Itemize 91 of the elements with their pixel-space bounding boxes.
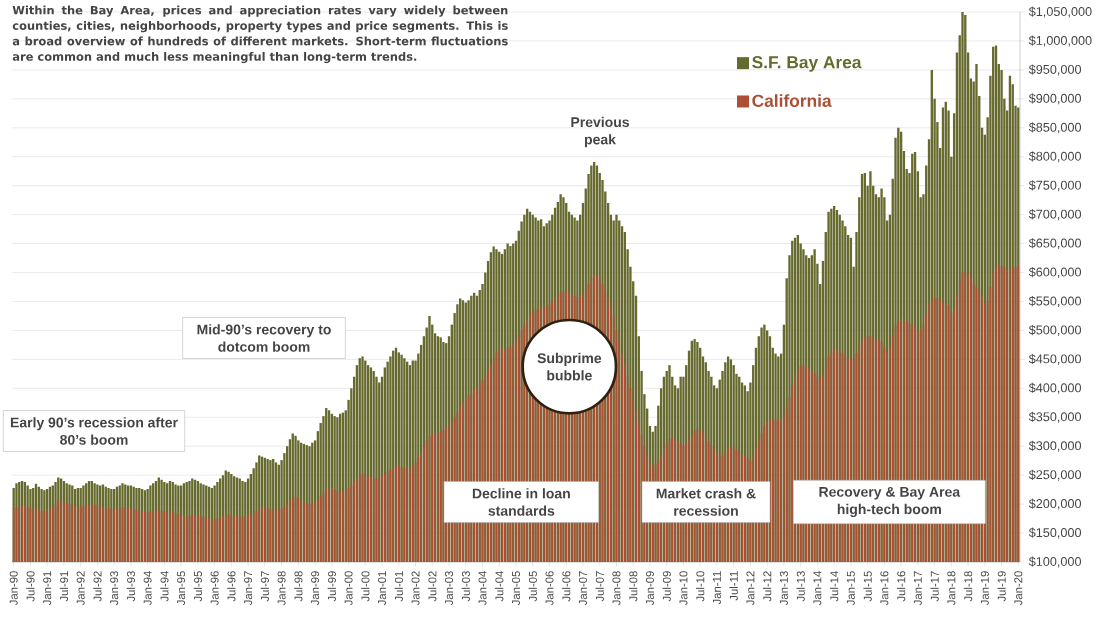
x-tick-label: Jul-91 (59, 571, 69, 602)
y-tick-label: $500,000 (1028, 324, 1082, 336)
x-tick-label: Jul-10 (696, 571, 705, 602)
x-tick-label: Jul-98 (294, 571, 303, 602)
x-tick-label: Jan-93 (110, 571, 119, 606)
x-tick-label: Jul-07 (595, 571, 604, 602)
y-tick-label: $550,000 (1028, 295, 1082, 307)
x-tick-label: Jan-98 (277, 571, 286, 606)
y-tick-label: $850,000 (1028, 122, 1082, 134)
x-tick-label: Jan-94 (143, 571, 152, 606)
x-tick-label: Jul-99 (327, 571, 336, 602)
y-tick-label: $400,000 (1028, 382, 1082, 394)
x-tick-label: Jul-08 (629, 571, 638, 602)
annotation: Within the Bay Area, prices and appreciation rates vary widely between counties, cities, neighborhoods, property types and price segments. This is a broad overview of hundreds of different markets. Short-term fluctuations are common and much less meaningful than long-term trends. (12, 5, 508, 64)
y-tick-label: $950,000 (1028, 64, 1082, 76)
annotation: Subprime bubble (537, 352, 602, 381)
x-tick-label: Jul-97 (260, 571, 269, 602)
x-tick-label: Jan-92 (76, 571, 85, 606)
x-tick-label: Jan-12 (746, 571, 755, 606)
x-tick-label: Jan-04 (478, 571, 487, 606)
x-tick-label: Jan-08 (612, 571, 621, 606)
y-tick-label: $250,000 (1028, 469, 1082, 481)
legend-label: California (752, 94, 832, 107)
y-tick-label: $300,000 (1028, 440, 1082, 452)
y-tick-label: $350,000 (1028, 411, 1082, 423)
y-tick-label: $200,000 (1028, 498, 1082, 510)
x-tick-label: Jul-09 (662, 571, 671, 602)
x-tick-label: Jan-20 (1014, 571, 1023, 606)
x-tick-label: Jan-99 (311, 571, 320, 606)
y-tick-label: $600,000 (1028, 267, 1082, 279)
x-tick-label: Jul-17 (930, 571, 939, 602)
x-tick-label: Jan-05 (512, 571, 521, 606)
x-tick-label: Jul-16 (896, 571, 906, 602)
annotation: Market crash & recession (656, 488, 756, 516)
x-tick-label: Jul-94 (160, 571, 169, 602)
x-tick-label: Jul-15 (863, 571, 872, 602)
x-tick-label: Jan-18 (947, 571, 956, 606)
y-tick-label: $900,000 (1028, 93, 1082, 105)
annotation: Mid-90’s recovery to dotcom boom (197, 324, 331, 352)
x-tick-label: Jan-01 (378, 571, 387, 606)
y-tick-label: $1,050,000 (1028, 6, 1092, 18)
x-tick-label: Jan-06 (545, 571, 554, 606)
annotation: Recovery & Bay Area high-tech boom (819, 487, 961, 517)
y-tick-label: $150,000 (1028, 527, 1082, 539)
x-tick-label: Jan-96 (210, 571, 219, 606)
x-tick-label: Jul-13 (796, 571, 805, 602)
x-tick-label: Jan-16 (880, 571, 889, 606)
x-tick-label: Jan-03 (445, 571, 454, 606)
x-tick-label: Jan-07 (578, 571, 587, 606)
x-tick-label: Jul-11 (729, 571, 738, 601)
x-tick-label: Jan-95 (177, 571, 186, 606)
x-tick-label: Jan-09 (645, 571, 654, 606)
y-tick-label: $1,000,000 (1028, 35, 1092, 47)
y-tick-label: $700,000 (1028, 209, 1082, 221)
x-tick-label: Jan-91 (43, 571, 52, 606)
annotation: Previous peak (571, 116, 629, 148)
x-tick-label: Jan-00 (344, 571, 353, 606)
y-tick-label: $450,000 (1028, 353, 1082, 365)
x-tick-label: Jul-90 (26, 571, 35, 602)
x-tick-label: Jul-06 (562, 571, 571, 602)
x-tick-label: Jul-00 (361, 571, 370, 602)
x-tick-label: Jan-13 (779, 571, 788, 606)
x-tick-label: Jul-12 (763, 571, 772, 602)
x-tick-label: Jul-04 (495, 571, 504, 602)
x-tick-label: Jan-17 (913, 571, 922, 606)
x-tick-label: Jan-15 (846, 571, 855, 606)
y-tick-label: $100,000 (1028, 556, 1082, 568)
x-tick-label: Jul-05 (528, 571, 537, 602)
x-tick-label: Jul-92 (93, 571, 102, 602)
x-tick-label: Jul-02 (428, 571, 437, 602)
y-tick-label: $750,000 (1028, 180, 1082, 192)
x-tick-label: Jan-19 (980, 571, 989, 606)
x-tick-label: Jan-11 (712, 571, 721, 605)
x-tick-label: Jul-19 (997, 571, 1006, 602)
annotation: Decline in loan standards (472, 488, 570, 516)
x-tick-label: Jul-96 (227, 571, 236, 602)
x-tick-label: Jul-93 (126, 571, 136, 602)
x-tick-label: Jan-90 (9, 571, 18, 606)
x-tick-label: Jan-10 (679, 571, 688, 606)
x-tick-label: Jul-03 (461, 571, 470, 602)
x-tick-label: Jan-02 (411, 571, 420, 606)
x-tick-label: Jul-18 (963, 571, 973, 602)
x-tick-label: Jul-14 (829, 571, 839, 602)
x-tick-label: Jul-95 (193, 571, 203, 602)
y-tick-label: $650,000 (1028, 238, 1082, 250)
legend-label: S.F. Bay Area (752, 56, 862, 72)
x-tick-label: Jul-01 (394, 571, 403, 602)
y-tick-label: $800,000 (1028, 151, 1082, 163)
annotation: Early 90’s recession after 80’s boom (10, 417, 178, 445)
x-tick-label: Jan-97 (244, 571, 253, 606)
x-tick-label: Jan-14 (813, 571, 822, 606)
